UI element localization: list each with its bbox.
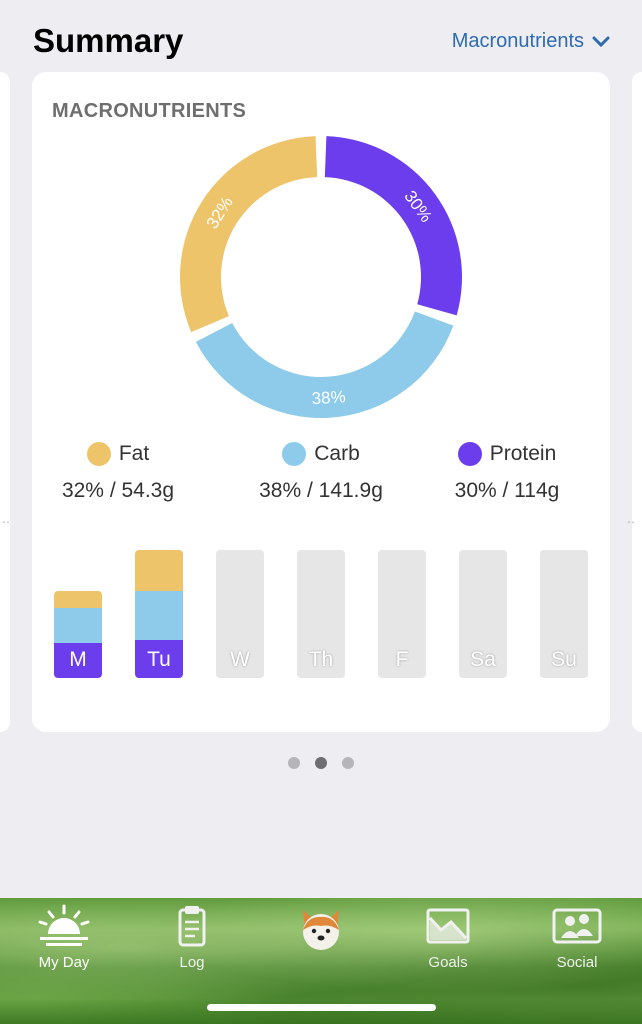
next-card[interactable] (632, 72, 642, 732)
legend-fat-value: 32% / 54.3g (61, 479, 175, 502)
donut-slice-protein (324, 136, 462, 316)
macronutrients-donut-chart: 30%38%32% (180, 136, 462, 418)
previous-card[interactable] (0, 72, 10, 732)
tab-companion[interactable] (276, 904, 366, 960)
header-title: Summary (33, 22, 184, 59)
legend-protein-label: Protein (489, 442, 557, 465)
tab-social[interactable]: Social (532, 904, 622, 971)
chevron-down-icon (592, 36, 610, 47)
bar-segment-carb (54, 608, 102, 643)
legend-protein: Protein 30% / 114g (412, 442, 602, 503)
day-label: W (230, 648, 250, 671)
next-indicator-icon: ‥ (627, 512, 637, 526)
friends-icon (552, 908, 602, 944)
day-bar-sa[interactable]: Sa (459, 550, 507, 678)
tab-my-day-label: My Day (38, 954, 90, 971)
day-bar-m[interactable]: M (54, 591, 102, 678)
goals-chart-icon (426, 908, 470, 944)
day-label: Th (308, 648, 334, 671)
tab-log-label: Log (179, 954, 205, 971)
day-label: F (395, 648, 409, 671)
sunrise-icon (38, 904, 90, 946)
legend-carb: Carb 38% / 141.9g (226, 442, 416, 503)
day-bar-su[interactable]: Su (540, 550, 588, 678)
donut-slice-fat (180, 136, 318, 333)
page-dot[interactable] (288, 757, 300, 769)
bar-segment-protein (135, 640, 183, 678)
home-indicator[interactable] (207, 1004, 436, 1011)
macronutrients-selector[interactable]: Macronutrients (452, 30, 610, 53)
clipboard-icon (178, 906, 206, 947)
tab-social-label: Social (556, 954, 598, 971)
bar-segment-fat (54, 591, 102, 608)
selector-label: Macronutrients (451, 30, 584, 52)
tab-my-day[interactable]: My Day (19, 904, 109, 971)
prev-indicator-icon: ‥ (2, 512, 12, 526)
page-indicator[interactable] (0, 757, 642, 769)
legend-carb-label: Carb (314, 442, 360, 465)
day-bar-tu[interactable]: Tu (135, 550, 183, 678)
bar-segment-carb (135, 591, 183, 640)
day-label: M (69, 648, 87, 671)
legend-protein-value: 30% / 114g (454, 479, 560, 502)
tab-goals-label: Goals (428, 954, 468, 971)
protein-dot-icon (457, 442, 482, 466)
page-dot[interactable] (315, 757, 327, 769)
fat-dot-icon (86, 442, 111, 466)
legend-carb-value: 38% / 141.9g (259, 479, 383, 502)
macronutrients-card: MACRONUTRIENTS 30% 38% 32% Fat 32% / 54.3g… (32, 72, 610, 732)
day-bar-w[interactable]: W (216, 550, 264, 678)
dog-avatar-icon (303, 910, 339, 950)
donut-label-carb: 38% (311, 387, 346, 408)
day-bar-th[interactable]: Th (297, 550, 345, 678)
tab-goals[interactable]: Goals (403, 904, 493, 971)
page-dot[interactable] (342, 757, 354, 769)
day-label: Tu (147, 648, 171, 671)
carb-dot-icon (282, 442, 307, 466)
donut-slice-carb (195, 311, 454, 418)
legend-fat-label: Fat (118, 442, 150, 465)
bar-segment-fat (135, 550, 183, 591)
card-title: MACRONUTRIENTS (52, 100, 247, 122)
legend-fat: Fat 32% / 54.3g (23, 442, 213, 503)
day-label: Su (551, 648, 577, 671)
tab-log[interactable]: Log (147, 904, 237, 971)
bar-segment-protein (54, 643, 102, 678)
day-bar-f[interactable]: F (378, 550, 426, 678)
day-label: Sa (470, 648, 496, 671)
